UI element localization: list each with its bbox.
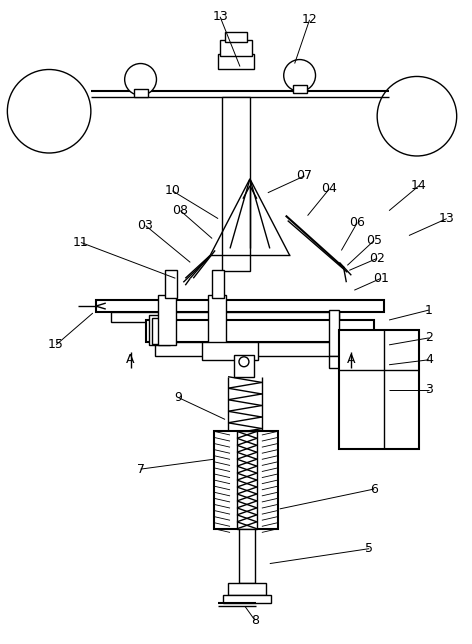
Text: 14: 14	[411, 179, 427, 193]
Text: 08: 08	[172, 204, 188, 217]
Text: 07: 07	[296, 169, 312, 182]
Text: 11: 11	[73, 236, 89, 249]
Bar	[145, 320, 374, 342]
Bar	[159, 295, 177, 345]
Bar	[111, 312, 339, 322]
Bar	[339, 330, 419, 450]
Text: 02: 02	[369, 252, 385, 265]
Bar	[293, 86, 307, 93]
Bar	[225, 32, 247, 42]
Bar	[96, 300, 384, 312]
Text: 10: 10	[164, 184, 180, 197]
Text: A: A	[126, 354, 135, 366]
Bar	[329, 310, 339, 355]
Bar	[222, 97, 250, 271]
Text: 04: 04	[321, 182, 337, 195]
Text: 06: 06	[349, 216, 365, 229]
Text: A: A	[347, 354, 355, 366]
Bar	[234, 355, 254, 377]
Bar	[228, 583, 266, 596]
Bar	[239, 529, 255, 583]
Circle shape	[239, 357, 249, 366]
Text: 12: 12	[302, 14, 318, 26]
Text: 6: 6	[370, 482, 378, 495]
Text: 7: 7	[136, 462, 144, 476]
Text: 05: 05	[366, 234, 382, 247]
Bar	[218, 53, 254, 70]
Text: 2: 2	[425, 332, 433, 345]
Bar	[223, 596, 271, 603]
Text: 15: 15	[48, 338, 64, 352]
Bar	[214, 431, 278, 529]
Bar	[152, 318, 167, 344]
Bar	[212, 270, 224, 298]
Text: 5: 5	[365, 542, 373, 555]
Text: 13: 13	[212, 10, 228, 23]
Text: 13: 13	[439, 212, 455, 225]
Bar	[134, 90, 148, 97]
Circle shape	[125, 64, 157, 95]
Text: 3: 3	[425, 383, 433, 396]
Text: 9: 9	[174, 391, 182, 404]
Text: 8: 8	[251, 614, 259, 627]
Text: 4: 4	[425, 354, 433, 366]
Circle shape	[284, 59, 315, 91]
Bar	[202, 342, 258, 360]
Text: 01: 01	[373, 272, 389, 285]
Text: 1: 1	[425, 303, 433, 317]
Text: 03: 03	[138, 219, 153, 232]
Bar	[329, 355, 384, 368]
Bar	[237, 431, 257, 529]
Bar	[165, 270, 177, 298]
Bar	[220, 40, 252, 55]
Bar	[208, 295, 226, 345]
Bar	[149, 315, 170, 345]
Bar	[155, 342, 369, 355]
